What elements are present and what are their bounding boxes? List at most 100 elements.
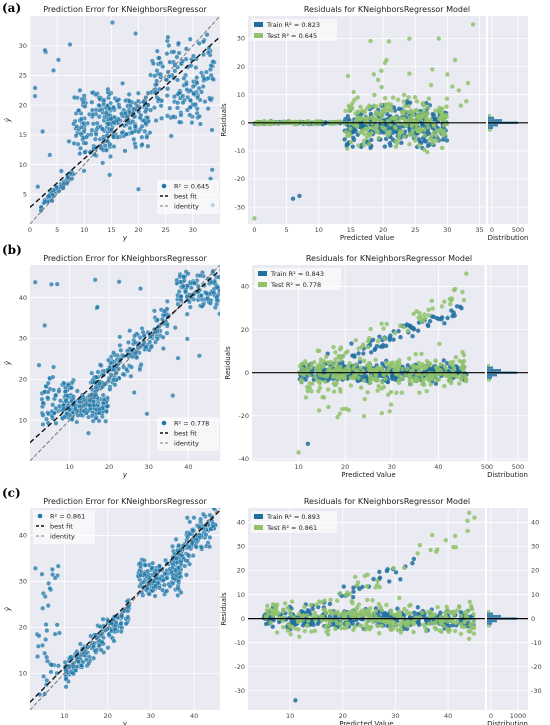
test-point xyxy=(380,380,385,385)
test-point xyxy=(373,373,379,378)
pe-point xyxy=(167,583,173,589)
pe-y-tick-label: 30 xyxy=(19,335,27,343)
pe-point xyxy=(214,284,220,290)
pe-point xyxy=(89,413,95,419)
test-point xyxy=(317,385,323,391)
res-y-tick-label: -20 xyxy=(234,663,245,671)
test-point xyxy=(280,607,286,612)
train-point xyxy=(390,130,396,135)
test-point xyxy=(426,307,431,313)
pe-point xyxy=(208,72,214,78)
test-point xyxy=(379,84,384,90)
pe-point xyxy=(95,369,101,375)
test-point xyxy=(345,621,351,626)
test-point xyxy=(440,117,445,122)
pe-point xyxy=(97,107,103,113)
test-point xyxy=(430,67,435,72)
train-point xyxy=(349,341,354,346)
pe-point xyxy=(89,107,95,113)
pe-point xyxy=(123,131,129,137)
legend-text-test: Test R² = 0.645 xyxy=(266,32,317,40)
dist-bar xyxy=(488,129,492,132)
pe-point xyxy=(142,128,148,134)
test-point xyxy=(462,610,468,615)
test-point xyxy=(426,621,431,626)
train-point xyxy=(364,374,369,379)
pe-point xyxy=(120,371,126,377)
train-point xyxy=(391,105,397,110)
test-point xyxy=(301,372,306,377)
pe-point xyxy=(56,57,61,63)
pe-point xyxy=(193,544,199,550)
pe-point xyxy=(86,660,92,666)
pe-point xyxy=(186,544,192,550)
test-point xyxy=(421,382,427,387)
test-point xyxy=(373,111,379,116)
dist-bar xyxy=(487,373,497,377)
train-point xyxy=(412,610,417,615)
test-point xyxy=(411,621,417,627)
pe-point xyxy=(91,644,96,650)
pe-x-tick-label: 40 xyxy=(184,463,192,471)
pe-point xyxy=(51,410,57,416)
test-point xyxy=(390,360,395,365)
pe-point xyxy=(156,324,162,330)
pe-point xyxy=(96,418,102,424)
pe-point xyxy=(40,605,46,611)
train-point xyxy=(416,137,422,142)
test-point xyxy=(365,126,370,131)
train-point xyxy=(352,353,357,358)
test-point xyxy=(385,118,391,123)
pe-point xyxy=(42,47,48,53)
pe-point xyxy=(105,86,111,92)
test-point xyxy=(451,612,457,617)
test-point xyxy=(375,388,380,393)
test-point xyxy=(324,374,330,379)
test-point xyxy=(355,580,361,585)
pe-point xyxy=(63,398,69,404)
train-point xyxy=(398,334,403,340)
pe-point xyxy=(133,144,139,150)
test-point xyxy=(375,77,381,83)
pe-point xyxy=(55,663,61,669)
pe-point xyxy=(67,42,73,47)
train-point xyxy=(455,368,460,373)
test-point xyxy=(461,368,466,373)
pe-point xyxy=(187,36,193,42)
pe-point xyxy=(58,398,63,404)
test-point xyxy=(378,102,384,107)
pe-point xyxy=(128,373,134,379)
pe-point xyxy=(136,129,142,135)
dist-bar xyxy=(487,624,491,628)
test-point xyxy=(458,376,464,381)
pe-point xyxy=(193,65,199,71)
pe-point xyxy=(138,286,143,292)
pe-point xyxy=(165,113,170,119)
pe-point xyxy=(195,95,201,101)
test-point xyxy=(300,366,305,372)
test-point xyxy=(319,618,324,623)
pe-point xyxy=(91,655,97,661)
dist-y-tick-label: 20 xyxy=(531,567,539,575)
dist-axis-label: Distribution xyxy=(487,720,528,725)
pe-point xyxy=(159,115,165,121)
pe-point xyxy=(81,168,87,174)
pe-y-tick-label: 10 xyxy=(19,161,27,169)
test-point xyxy=(348,375,353,380)
test-point xyxy=(358,116,363,121)
test-point xyxy=(387,620,393,626)
dist-y-tick-label: 0 xyxy=(531,615,535,623)
pe-point xyxy=(178,294,184,300)
test-point xyxy=(425,110,430,116)
pe-point xyxy=(50,402,56,408)
pe-point xyxy=(172,325,178,331)
test-point xyxy=(463,374,468,380)
pe-point xyxy=(77,151,83,157)
test-point xyxy=(397,133,402,138)
pe-point xyxy=(187,304,193,310)
legend-text-r2: R² = 0.861 xyxy=(50,512,85,520)
pe-point xyxy=(81,93,87,99)
test-point xyxy=(377,117,383,123)
test-point xyxy=(350,100,355,106)
pe-point xyxy=(184,558,190,564)
